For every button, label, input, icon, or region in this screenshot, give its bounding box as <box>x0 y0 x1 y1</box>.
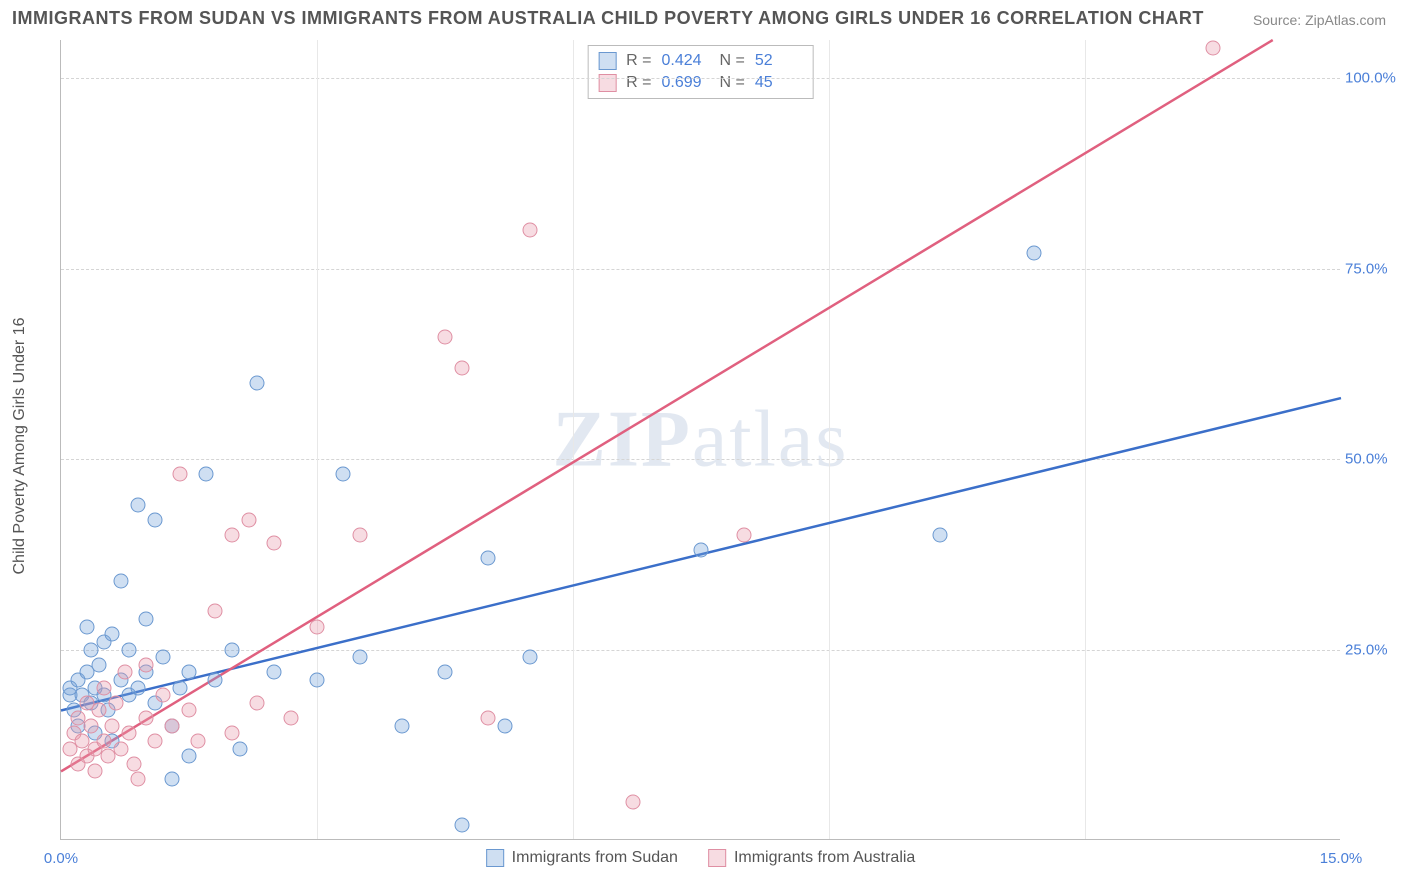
data-point <box>250 375 265 390</box>
y-axis-label: Child Poverty Among Girls Under 16 <box>11 318 29 575</box>
data-point <box>109 695 124 710</box>
legend-label-b: Immigrants from Australia <box>734 849 915 867</box>
legend-item-series-b: Immigrants from Australia <box>708 849 915 867</box>
regression-line <box>61 40 1273 771</box>
data-point <box>92 703 107 718</box>
data-point <box>96 733 111 748</box>
swatch-series-a <box>486 849 504 867</box>
data-point <box>105 718 120 733</box>
data-point <box>233 741 248 756</box>
data-point <box>455 360 470 375</box>
regression-lines <box>61 40 1341 840</box>
data-point <box>224 642 239 657</box>
data-point <box>92 657 107 672</box>
data-point <box>122 642 137 657</box>
data-point <box>438 665 453 680</box>
data-point <box>113 741 128 756</box>
data-point <box>224 528 239 543</box>
data-point <box>497 718 512 733</box>
data-point <box>126 756 141 771</box>
plot-area: ZIPatlas R = 0.424 N = 52 R = 0.699 N = … <box>60 40 1340 840</box>
data-point <box>284 711 299 726</box>
data-point <box>395 718 410 733</box>
data-point <box>147 733 162 748</box>
data-point <box>352 528 367 543</box>
data-point <box>736 528 751 543</box>
data-point <box>455 817 470 832</box>
y-tick-label: 75.0% <box>1345 260 1400 277</box>
data-point <box>932 528 947 543</box>
data-point <box>105 627 120 642</box>
data-point <box>480 711 495 726</box>
chart-source: Source: ZipAtlas.com <box>1253 12 1386 28</box>
data-point <box>130 680 145 695</box>
y-tick-label: 100.0% <box>1345 70 1400 87</box>
data-point <box>241 513 256 528</box>
data-point <box>156 650 171 665</box>
data-point <box>96 680 111 695</box>
data-point <box>335 467 350 482</box>
chart-title: IMMIGRANTS FROM SUDAN VS IMMIGRANTS FROM… <box>12 8 1204 29</box>
data-point <box>480 551 495 566</box>
data-point <box>207 673 222 688</box>
data-point <box>523 650 538 665</box>
data-point <box>173 680 188 695</box>
data-point <box>182 665 197 680</box>
data-point <box>156 688 171 703</box>
y-tick-label: 50.0% <box>1345 451 1400 468</box>
data-point <box>267 665 282 680</box>
data-point <box>130 497 145 512</box>
data-point <box>147 513 162 528</box>
x-tick-label: 0.0% <box>44 850 78 867</box>
data-point <box>79 619 94 634</box>
data-point <box>1206 40 1221 55</box>
data-point <box>310 673 325 688</box>
data-point <box>1026 246 1041 261</box>
data-point <box>122 726 137 741</box>
data-point <box>523 223 538 238</box>
data-point <box>250 695 265 710</box>
y-tick-label: 25.0% <box>1345 641 1400 658</box>
data-point <box>88 764 103 779</box>
data-point <box>267 535 282 550</box>
swatch-series-b <box>708 849 726 867</box>
data-point <box>224 726 239 741</box>
legend-label-a: Immigrants from Sudan <box>512 849 678 867</box>
data-point <box>199 467 214 482</box>
data-point <box>352 650 367 665</box>
data-point <box>207 604 222 619</box>
legend-series: Immigrants from Sudan Immigrants from Au… <box>486 849 916 867</box>
legend-item-series-a: Immigrants from Sudan <box>486 849 678 867</box>
data-point <box>694 543 709 558</box>
x-tick-label: 15.0% <box>1320 850 1363 867</box>
data-point <box>139 711 154 726</box>
data-point <box>113 573 128 588</box>
data-point <box>118 665 133 680</box>
data-point <box>190 733 205 748</box>
data-point <box>164 718 179 733</box>
data-point <box>182 749 197 764</box>
data-point <box>182 703 197 718</box>
data-point <box>438 330 453 345</box>
data-point <box>139 657 154 672</box>
data-point <box>625 794 640 809</box>
data-point <box>173 467 188 482</box>
data-point <box>83 718 98 733</box>
data-point <box>310 619 325 634</box>
data-point <box>139 612 154 627</box>
data-point <box>130 772 145 787</box>
data-point <box>164 772 179 787</box>
